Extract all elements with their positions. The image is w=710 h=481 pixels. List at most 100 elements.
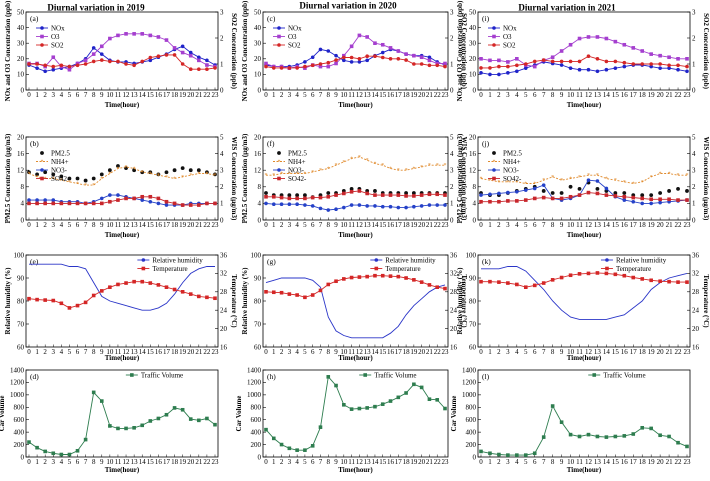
data-point-pm — [180, 166, 185, 171]
x-tick-label: 1 — [272, 348, 276, 356]
data-point-so4 — [164, 199, 169, 204]
data-point-traffic — [396, 395, 401, 400]
data-point-nh4: * — [108, 172, 111, 178]
series-line-rh — [481, 266, 688, 320]
y2-tick-label: 0 — [220, 216, 224, 224]
y-tick-label: 1400 — [247, 366, 262, 374]
y-tick-label: 800 — [466, 404, 477, 412]
legend-label: PM2.5 — [503, 150, 522, 158]
x-tick-label: 8 — [551, 221, 555, 229]
y2-tick-label: 3 — [220, 8, 224, 16]
data-point-pm — [658, 191, 663, 195]
x-tick-label: 13 — [364, 458, 372, 466]
data-point-nh4: * — [614, 178, 617, 184]
x-tick-label: 20 — [418, 348, 426, 356]
data-point-so4 — [287, 196, 292, 201]
y-tick-label: 400 — [466, 428, 477, 436]
legend-entry-o3: O3 — [488, 33, 512, 41]
legend-marker — [374, 266, 379, 271]
x-tick-label: 7 — [542, 221, 546, 229]
x-tick-label: 16 — [155, 458, 163, 466]
data-point-pm — [676, 186, 680, 191]
y-tick-label: 100 — [251, 251, 262, 259]
x-axis-label: Time(hour) — [567, 101, 602, 109]
y-tick-label: 4 — [473, 200, 477, 208]
y-tick-label: 20 — [17, 133, 25, 141]
data-point-so2 — [140, 59, 145, 64]
y-tick-label: 80 — [254, 297, 262, 305]
y-tick-label: 0 — [21, 453, 25, 461]
data-point-nox — [365, 58, 369, 63]
data-point-o3 — [443, 61, 447, 66]
data-point-temp — [586, 271, 591, 276]
data-point-no3 — [35, 198, 39, 202]
data-point-no3 — [99, 196, 104, 201]
data-point-so4 — [595, 191, 600, 196]
data-point-traffic — [91, 390, 96, 395]
y2-tick-label: 24 — [220, 307, 228, 315]
x-tick-label: 17 — [630, 221, 638, 229]
data-point-so4 — [357, 189, 362, 193]
data-point-no3 — [541, 183, 546, 187]
series-line-no3 — [480, 179, 688, 204]
data-point-nox — [349, 60, 354, 64]
y-tick-label: 1000 — [10, 391, 25, 399]
x-tick-label: 21 — [195, 221, 203, 229]
data-point-o3 — [479, 57, 483, 61]
series-line-so4 — [266, 190, 446, 199]
legend-entry-so4: SO42- — [273, 175, 307, 183]
data-point-so4 — [380, 193, 385, 197]
data-point-so4 — [559, 196, 564, 201]
legend-label: Traffic Volume — [141, 372, 183, 380]
panel-label: (a) — [30, 14, 39, 23]
panel-label: (k) — [482, 257, 491, 266]
data-point-traffic — [310, 444, 315, 448]
data-point-temp — [640, 277, 645, 281]
y-axis-label: NOx and O3 Concentration (ppb) — [456, 0, 464, 101]
y2-tick-label: 16 — [450, 343, 458, 351]
legend-label: NOx — [503, 25, 517, 33]
x-tick-label: 19 — [179, 91, 187, 99]
y2-tick-label: 1 — [450, 200, 454, 208]
legend-marker — [40, 43, 44, 47]
x-tick-label: 21 — [426, 458, 434, 466]
data-point-so2 — [631, 62, 636, 66]
y2-tick-label: 36 — [450, 251, 458, 259]
x-tick-label: 5 — [68, 458, 72, 466]
data-point-nox — [622, 64, 627, 69]
plot-frame — [262, 11, 449, 91]
data-point-temp — [435, 285, 440, 289]
data-point-temp — [67, 306, 72, 310]
x-tick-label: 18 — [171, 91, 179, 99]
data-point-o3 — [83, 58, 88, 63]
x-tick-label: 13 — [131, 458, 139, 466]
data-point-so2 — [310, 63, 315, 68]
y-tick-label: 400 — [251, 428, 262, 436]
data-point-so2 — [132, 63, 136, 68]
data-point-so2 — [35, 62, 39, 66]
x-tick-label: 22 — [434, 458, 442, 466]
data-point-temp — [532, 283, 537, 288]
data-point-pm — [622, 191, 627, 195]
x-tick-label: 9 — [560, 458, 564, 466]
x-tick-label: 18 — [403, 348, 411, 356]
data-point-pm — [43, 170, 48, 175]
data-point-so4 — [197, 203, 201, 207]
data-point-o3 — [334, 61, 338, 66]
data-point-temp — [488, 279, 492, 284]
y2-tick-label: 0 — [692, 216, 696, 224]
y-tick-label: 80 — [17, 297, 25, 305]
x-tick-label: 19 — [648, 348, 656, 356]
data-point-nox — [326, 49, 331, 53]
legend-marker — [130, 373, 134, 377]
x-tick-label: 10 — [340, 348, 348, 356]
y2-tick-label: 16 — [220, 343, 228, 351]
data-point-pm — [577, 186, 582, 191]
y-tick-label: 40 — [254, 24, 262, 32]
legend-entry-o3: O3 — [273, 33, 297, 41]
data-point-so2 — [326, 60, 331, 65]
data-point-o3 — [631, 46, 636, 50]
legend-label: NO3- — [503, 167, 520, 175]
data-point-no3 — [318, 206, 323, 211]
data-point-pm — [27, 170, 31, 175]
